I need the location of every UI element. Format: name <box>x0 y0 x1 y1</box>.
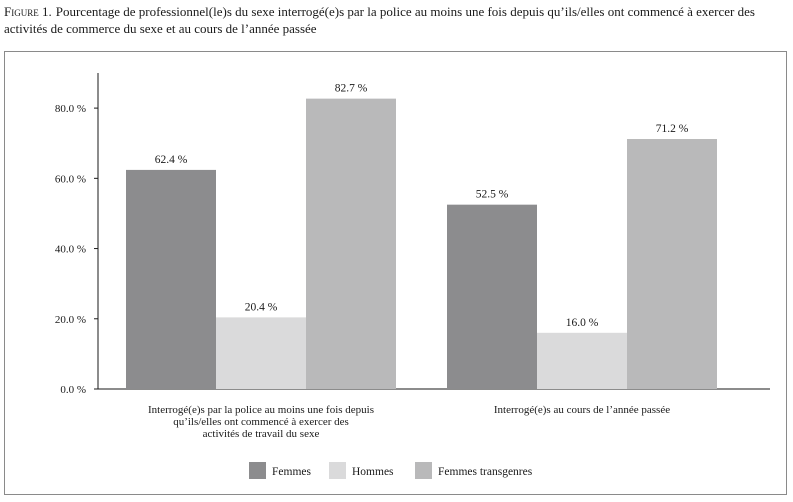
bar <box>537 332 627 389</box>
chart-frame <box>4 51 787 495</box>
y-tick-label: 40.0 % <box>55 244 86 256</box>
x-category-label: Interrogé(e)s par la police au moins une… <box>148 404 374 416</box>
bar <box>216 317 306 389</box>
bar-value-label: 82.7 % <box>335 83 368 95</box>
figure-caption: Figure 1. Pourcentage de professionnel(le… <box>4 3 784 37</box>
y-tick-label: 80.0 % <box>55 103 86 115</box>
bar <box>627 139 717 389</box>
figure-label: Figure 1. <box>4 4 52 19</box>
y-tick-label: 20.0 % <box>55 314 86 326</box>
legend-swatch <box>415 462 432 479</box>
bar-value-label: 52.5 % <box>476 189 509 201</box>
bar <box>447 204 537 389</box>
bar-value-label: 20.4 % <box>245 301 278 313</box>
y-tick-label: 60.0 % <box>55 173 86 185</box>
x-category-label: qu’ils/elles ont commencé à exercer des <box>173 416 349 428</box>
legend-label: Femmes transgenres <box>438 466 533 478</box>
bar-value-label: 71.2 % <box>656 123 689 135</box>
legend-label: Hommes <box>352 466 394 478</box>
x-category-label: Interrogé(e)s au cours de l’année passée <box>494 404 670 416</box>
bar-value-label: 62.4 % <box>155 154 188 166</box>
bar-value-label: 16.0 % <box>566 317 599 329</box>
legend-label: Femmes <box>272 466 311 478</box>
y-tick-label: 0.0 % <box>60 384 86 396</box>
bar <box>306 98 396 390</box>
x-category-label: activités de travail du sexe <box>203 428 320 440</box>
legend-swatch <box>329 462 346 479</box>
legend-swatch <box>249 462 266 479</box>
figure-caption-text: Pourcentage de professionnel(le)s du sex… <box>4 4 755 36</box>
bar <box>126 169 216 389</box>
